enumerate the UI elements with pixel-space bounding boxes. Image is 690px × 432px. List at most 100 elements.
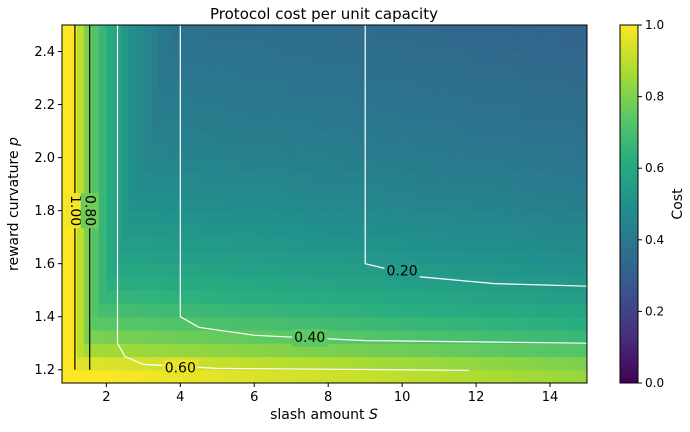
heatmap-cell: [350, 78, 359, 92]
heatmap-cell: [91, 329, 100, 344]
heatmap-cell: [128, 104, 137, 119]
heatmap-cell: [416, 356, 425, 371]
heatmap-cell: [246, 197, 255, 212]
heatmap-cell: [98, 38, 107, 53]
heatmap-cell: [69, 316, 78, 331]
heatmap-cell: [379, 157, 388, 172]
heatmap-cell: [535, 104, 544, 119]
heatmap-cell: [276, 104, 285, 119]
heatmap-cell: [535, 91, 544, 106]
heatmap-cell: [365, 25, 374, 39]
heatmap-cell: [202, 303, 211, 318]
heatmap-cell: [513, 223, 522, 238]
heatmap-cell: [98, 237, 107, 252]
heatmap-cell: [416, 184, 425, 198]
heatmap-cell: [150, 356, 159, 371]
heatmap-cell: [98, 303, 107, 318]
heatmap-cell: [350, 369, 359, 383]
heatmap-cell: [224, 25, 233, 39]
heatmap-cell: [261, 237, 270, 252]
heatmap-cell: [209, 356, 218, 371]
heatmap-cell: [180, 210, 189, 225]
heatmap-cell: [283, 263, 292, 278]
heatmap-cell: [350, 131, 359, 145]
heatmap-cell: [513, 25, 522, 39]
heatmap-cell: [439, 356, 448, 371]
heatmap-cell: [379, 210, 388, 225]
heatmap-cell: [416, 223, 425, 238]
heatmap-cell: [195, 210, 204, 225]
heatmap-cell: [76, 78, 85, 92]
heatmap-cell: [365, 290, 374, 305]
heatmap-cell: [328, 316, 337, 331]
heatmap-cell: [365, 91, 374, 106]
heatmap-cell: [172, 303, 181, 318]
heatmap-cell: [306, 237, 314, 252]
heatmap-cell: [254, 210, 263, 225]
heatmap-cell: [535, 157, 544, 172]
heatmap-cell: [180, 184, 189, 198]
heatmap-cell: [121, 197, 130, 212]
heatmap-cell: [542, 157, 551, 172]
heatmap-cell: [209, 91, 218, 106]
heatmap-cell: [505, 51, 514, 66]
heatmap-cell: [254, 51, 263, 66]
heatmap-cell: [217, 131, 226, 145]
heatmap-cell: [476, 250, 485, 265]
heatmap-cell: [357, 290, 366, 305]
heatmap-cell: [498, 237, 507, 252]
heatmap-cell: [490, 157, 499, 172]
heatmap-cell: [350, 263, 359, 278]
heatmap-cell: [313, 356, 322, 371]
heatmap-cell: [187, 104, 196, 119]
heatmap-cell: [172, 184, 181, 198]
heatmap-cell: [424, 316, 433, 331]
heatmap-cell: [505, 157, 514, 172]
heatmap-cell: [195, 303, 204, 318]
heatmap-cell: [357, 316, 366, 331]
heatmap-cell: [246, 303, 255, 318]
heatmap-cell: [239, 369, 248, 383]
heatmap-cell: [490, 184, 499, 198]
heatmap-cell: [84, 131, 93, 145]
heatmap-cell: [224, 210, 233, 225]
heatmap-cell: [135, 250, 144, 265]
heatmap-cell: [468, 64, 477, 79]
heatmap-cell: [402, 64, 411, 79]
heatmap-cell: [468, 38, 477, 53]
heatmap-cell: [69, 237, 78, 252]
heatmap-cell: [239, 184, 248, 198]
heatmap-cell: [453, 290, 462, 305]
heatmap-cell: [291, 170, 300, 185]
y-axis-label: reward curvature p: [6, 137, 22, 271]
heatmap-cell: [468, 250, 477, 265]
heatmap-cell: [298, 38, 307, 53]
heatmap-cell: [365, 64, 374, 79]
y-tick-label: 1.2: [34, 363, 55, 378]
heatmap-cell: [490, 104, 499, 119]
heatmap-cell: [217, 104, 226, 119]
heatmap-cell: [520, 117, 529, 132]
heatmap-cell: [394, 290, 403, 305]
heatmap-cell: [461, 316, 470, 331]
heatmap-cell: [409, 170, 418, 185]
heatmap-cell: [62, 91, 70, 106]
heatmap-cell: [513, 104, 522, 119]
heatmap-cell: [209, 51, 218, 66]
heatmap-cell: [513, 78, 522, 92]
heatmap-cell: [298, 91, 307, 106]
heatmap-cell: [372, 303, 381, 318]
heatmap-cell: [550, 263, 559, 278]
heatmap-cell: [335, 316, 344, 331]
heatmap-cell: [542, 144, 551, 159]
heatmap-cell: [232, 263, 241, 278]
heatmap-cell: [76, 51, 85, 66]
heatmap-cell: [172, 104, 181, 119]
heatmap-cell: [128, 157, 137, 172]
heatmap-cell: [468, 117, 477, 132]
heatmap-cell: [76, 303, 85, 318]
heatmap-cell: [453, 316, 462, 331]
heatmap-cell: [306, 369, 314, 383]
heatmap-cell: [254, 25, 263, 39]
heatmap-cell: [579, 104, 587, 119]
